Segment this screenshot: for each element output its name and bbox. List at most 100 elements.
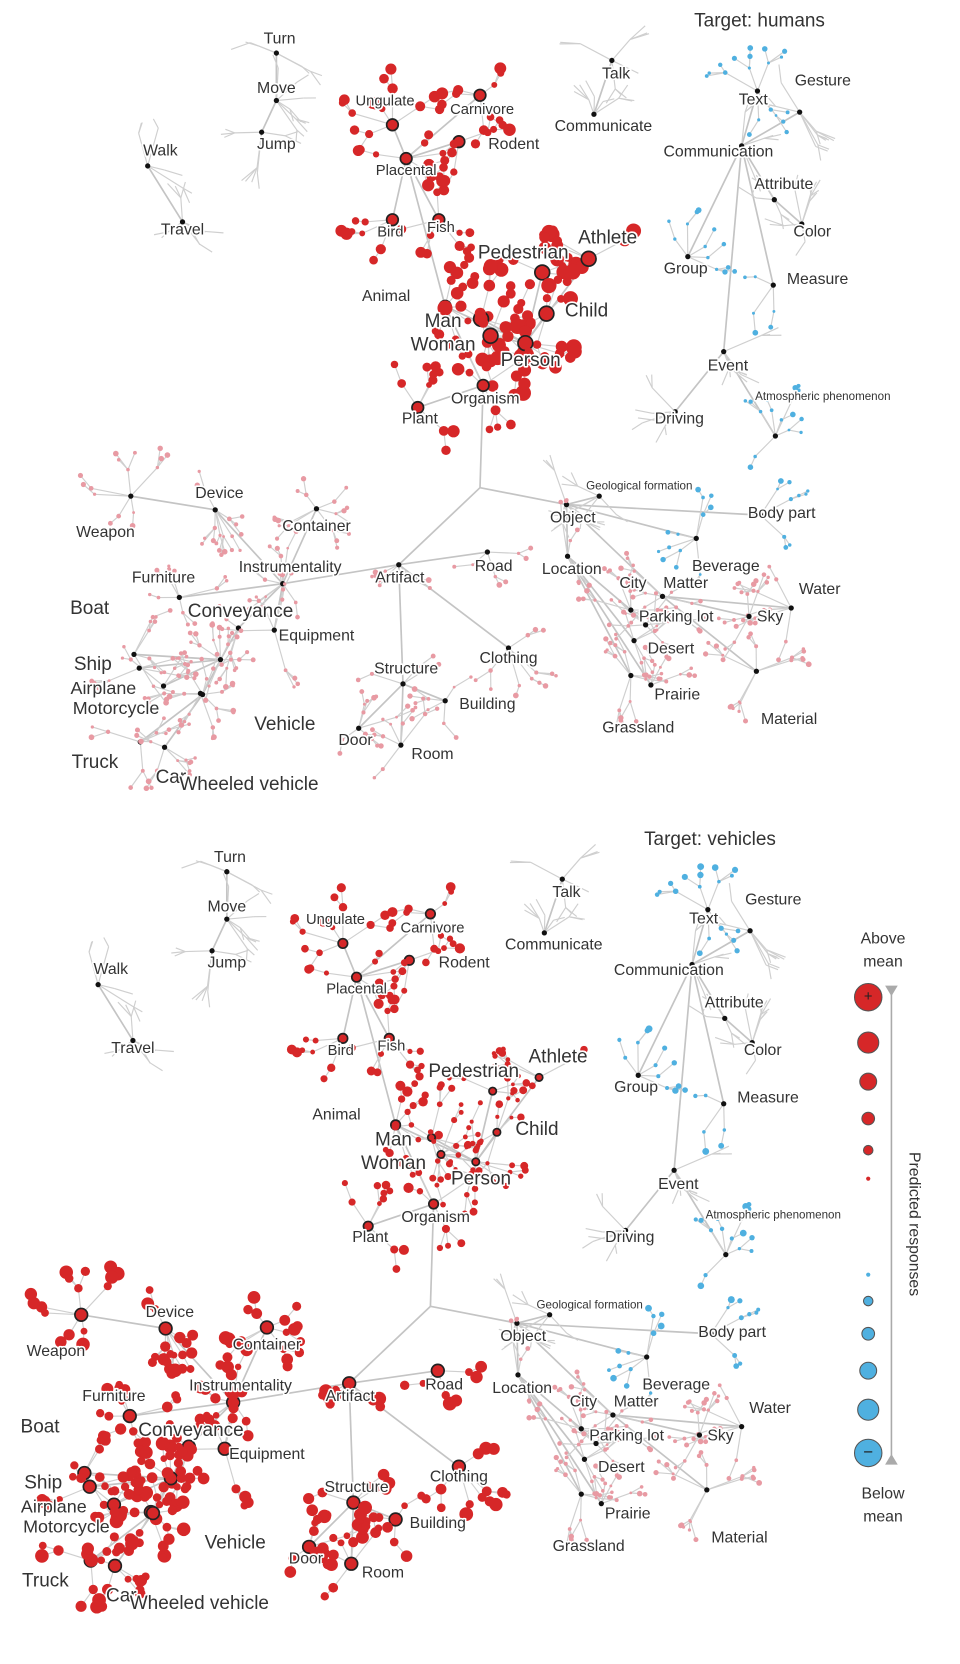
leaf-dot	[748, 464, 754, 470]
leaf-dot	[752, 1468, 757, 1473]
leaf-dot	[382, 1181, 391, 1190]
leaf-dot	[126, 1467, 136, 1477]
leaf-dot	[686, 672, 692, 678]
branch-dot	[95, 1472, 105, 1482]
leaf-dot	[203, 537, 206, 540]
leaf-dot	[624, 1383, 630, 1389]
node-dot	[697, 1432, 702, 1437]
node-label: Text	[739, 92, 769, 109]
node-label: Woman	[411, 334, 476, 355]
node-dot	[396, 562, 401, 567]
branch-dot	[488, 668, 493, 673]
edge	[742, 146, 774, 285]
leaf-dot	[217, 677, 222, 682]
leaf-dot	[554, 674, 558, 678]
node-label: Group	[664, 260, 708, 277]
node-label: Weapon	[76, 524, 135, 541]
leaf-dot	[470, 272, 479, 281]
leaf-dot	[451, 287, 464, 300]
twig	[544, 915, 545, 933]
leaf-dot	[610, 598, 614, 602]
leaf-dot	[615, 1498, 619, 1502]
leaf-dot	[609, 1495, 613, 1499]
leaf-dot	[518, 378, 530, 390]
branch-dot	[324, 970, 329, 975]
leaf-dot	[473, 1147, 479, 1153]
leaf-dot	[503, 123, 516, 136]
leaf-dot	[306, 1504, 318, 1516]
leaf-dot	[400, 1381, 409, 1390]
leaf-dot	[217, 548, 222, 553]
leaf-dot	[474, 678, 478, 682]
leaf-dot	[121, 656, 124, 659]
branch-dot	[239, 628, 244, 633]
branch-dot	[220, 690, 224, 694]
branch-dot	[162, 1402, 173, 1413]
leaf-dot	[558, 500, 563, 505]
leaf-dot	[610, 1375, 617, 1382]
leaf-dot	[525, 1346, 530, 1351]
leaf-dot	[295, 615, 300, 620]
branch-dot	[715, 268, 718, 271]
branch-dot	[704, 1094, 708, 1098]
leaf-dot	[428, 1129, 434, 1135]
leaf-dot	[618, 565, 623, 570]
twig	[704, 1104, 724, 1132]
leaf-dot	[806, 661, 812, 667]
branch-dot	[775, 114, 778, 117]
branch-dot	[644, 592, 647, 595]
node-dot	[400, 681, 405, 686]
branch-dot	[770, 408, 774, 412]
branch-dot	[575, 1431, 578, 1434]
leaf-dot	[737, 581, 741, 585]
leaf-dot	[179, 1526, 189, 1536]
leaf-dot	[714, 643, 719, 648]
twig	[245, 168, 257, 182]
leaf-dot	[200, 542, 204, 546]
twig	[153, 119, 158, 128]
twig	[673, 1461, 684, 1478]
branch-dot	[526, 633, 531, 638]
node-label: Child	[565, 301, 608, 322]
node-dot	[338, 939, 347, 948]
branch-dot	[526, 317, 536, 327]
branch-dot	[106, 730, 110, 734]
twig	[786, 608, 791, 642]
branch-dot	[184, 758, 187, 761]
leaf-dot	[702, 1148, 709, 1155]
twig	[764, 138, 778, 139]
branch-dot	[464, 317, 471, 324]
leaf-dot	[89, 734, 95, 740]
leaf-dot	[367, 1067, 376, 1076]
branch-dot	[579, 1519, 582, 1522]
leaf-dot	[558, 1387, 562, 1391]
twig	[508, 635, 527, 648]
branch-dot	[177, 674, 181, 678]
leaf-dot	[726, 265, 731, 270]
node-label: Instrumentality	[189, 1378, 292, 1395]
leaf-dot	[186, 1347, 197, 1358]
branch-dot	[789, 497, 793, 501]
twig	[816, 146, 828, 151]
branch-dot	[377, 1201, 382, 1206]
leaf-dot	[602, 566, 607, 571]
leaf-dot	[440, 1202, 446, 1208]
leaf-dot	[175, 1443, 183, 1451]
node-label: Ungulate	[356, 93, 415, 109]
branch-dot	[363, 703, 366, 706]
legend-dot	[863, 1296, 872, 1305]
leaf-dot	[219, 662, 224, 667]
branch-dot	[442, 1225, 450, 1233]
twig	[776, 579, 791, 608]
node-label: Talk	[602, 65, 630, 82]
node-label: Child	[515, 1119, 558, 1140]
twig	[128, 453, 135, 470]
branch-dot	[114, 1543, 125, 1554]
leaf-dot	[683, 1405, 687, 1409]
twig	[599, 496, 616, 514]
leaf-dot	[672, 1060, 677, 1065]
branch-dot	[228, 651, 232, 655]
twig	[570, 1494, 582, 1529]
twig	[203, 692, 222, 695]
twig	[247, 894, 258, 901]
